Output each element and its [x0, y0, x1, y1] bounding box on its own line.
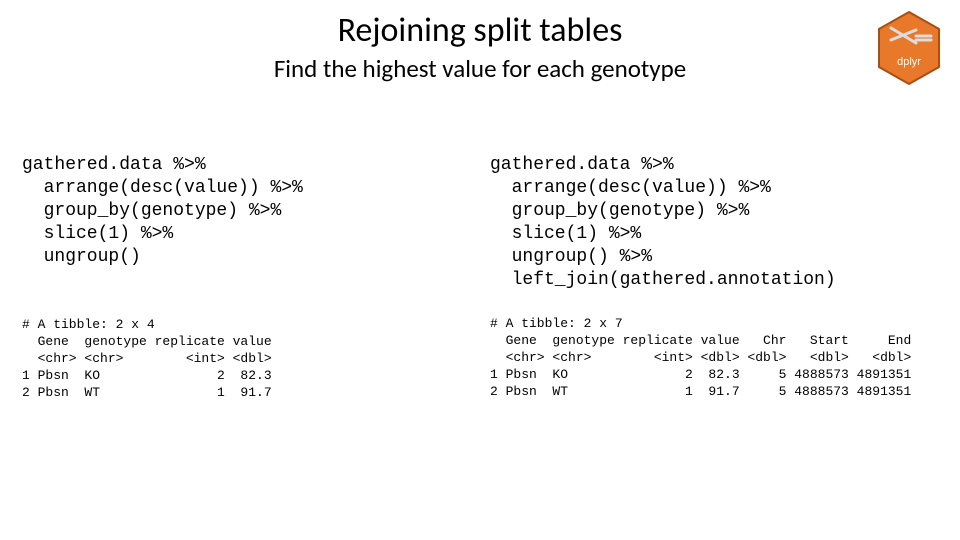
dplyr-logo: dplyr: [876, 10, 942, 86]
page-title: Rejoining split tables: [0, 0, 960, 51]
right-column: gathered.data %>% arrange(desc(value)) %…: [490, 154, 938, 402]
content-columns: gathered.data %>% arrange(desc(value)) %…: [0, 84, 960, 402]
left-column: gathered.data %>% arrange(desc(value)) %…: [22, 154, 470, 402]
right-output-block: # A tibble: 2 x 7 Gene genotype replicat…: [490, 316, 938, 400]
right-code-block: gathered.data %>% arrange(desc(value)) %…: [490, 154, 938, 292]
logo-label: dplyr: [897, 56, 921, 68]
left-code-block: gathered.data %>% arrange(desc(value)) %…: [22, 154, 470, 269]
left-output-block: # A tibble: 2 x 4 Gene genotype replicat…: [22, 317, 470, 401]
page-subtitle: Find the highest value for each genotype: [0, 51, 960, 84]
